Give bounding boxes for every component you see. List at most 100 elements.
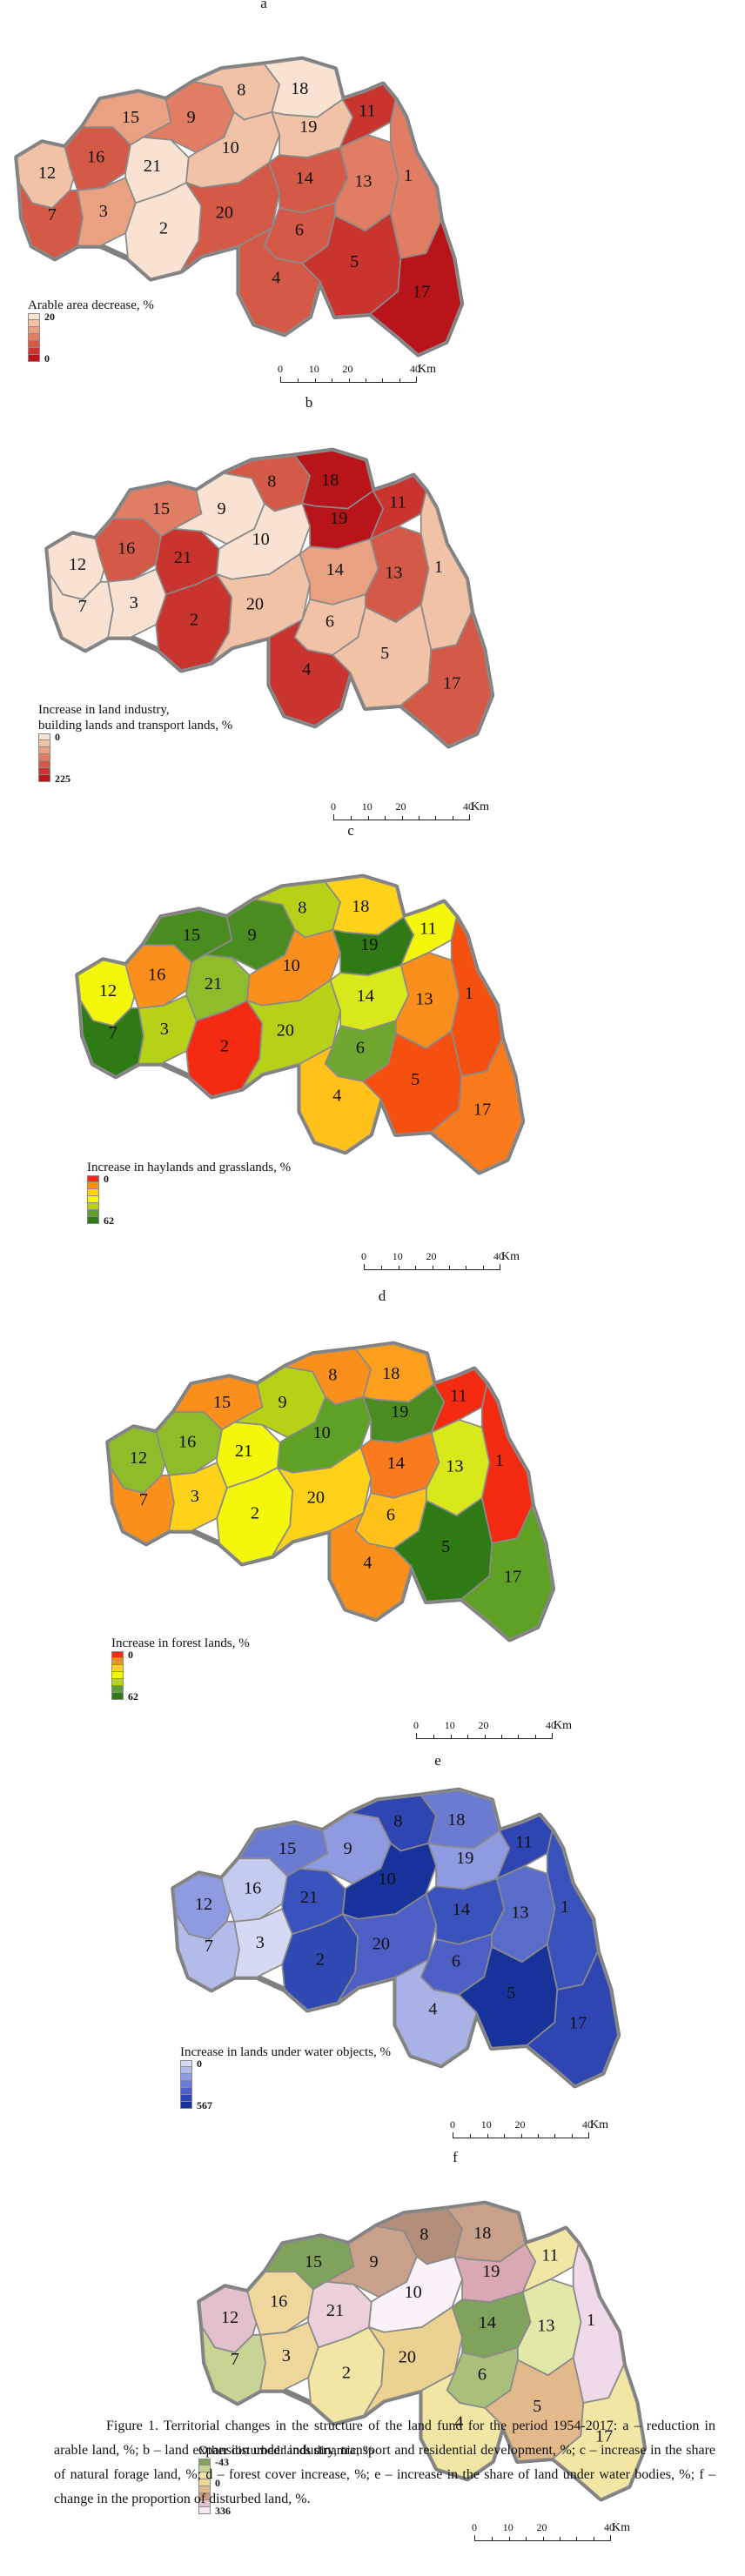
district-label-5: 5	[411, 1070, 419, 1089]
legend-swatch-row	[38, 761, 232, 768]
district-label-5: 5	[441, 1537, 450, 1556]
district-label-14: 14	[453, 1900, 470, 1919]
district-label-17: 17	[504, 1568, 521, 1587]
district-label-12: 12	[221, 2308, 238, 2327]
legend-swatch	[28, 355, 40, 362]
district-label-5: 5	[507, 1984, 515, 2003]
legend-panel-a: Arable area decrease, % 20 0	[28, 298, 154, 365]
district-label-8: 8	[328, 1366, 337, 1385]
district-label-21: 21	[174, 548, 191, 567]
legend-swatch-row: 0	[28, 352, 154, 365]
district-label-19: 19	[330, 509, 347, 528]
legend-swatch	[28, 327, 40, 334]
legend-swatch-row	[87, 1203, 291, 1210]
district-label-14: 14	[357, 987, 374, 1006]
district-label-20: 20	[307, 1489, 325, 1508]
district-label-16: 16	[244, 1878, 261, 1897]
district-label-19: 19	[360, 935, 378, 954]
district-label-4: 4	[428, 1999, 437, 2018]
district-label-21: 21	[326, 2301, 344, 2320]
legend-swatch-row: 0	[180, 2057, 391, 2070]
scale-tick-label: 20	[478, 1719, 489, 1731]
scale-tick-label: 0	[413, 1719, 419, 1731]
panel-letter-f: f	[453, 2149, 458, 2165]
district-12	[46, 532, 109, 600]
legend-swatch	[180, 2067, 192, 2074]
legend-swatch-row	[198, 2466, 373, 2472]
legend-swatch	[111, 1665, 124, 1672]
district-12	[16, 141, 78, 209]
legend-swatch-row	[28, 348, 154, 355]
legend-swatch-row	[198, 2493, 373, 2500]
district-17	[399, 611, 493, 747]
scale-bar-b: 0 10 20 40 Km	[331, 800, 489, 826]
district-label-7: 7	[231, 2350, 239, 2369]
legend-swatch-row	[28, 320, 154, 327]
scale-unit-label: Km	[612, 2521, 630, 2534]
legend-panel-d: Increase in forest lands, % 0 62	[111, 1636, 250, 1703]
district-label-11: 11	[359, 101, 376, 120]
legend-swatch-row	[38, 747, 232, 754]
legend-value-label: 62	[128, 1689, 138, 1703]
district-label-15: 15	[305, 2252, 322, 2272]
district-label-20: 20	[216, 204, 233, 223]
legend-swatch	[87, 1189, 99, 1196]
district-label-3: 3	[160, 1020, 169, 1039]
scale-tick-label: 40	[463, 800, 474, 813]
district-label-16: 16	[87, 147, 104, 166]
district-label-1: 1	[404, 166, 413, 185]
district-label-6: 6	[452, 1951, 460, 1970]
legend-title: Increase in lands under water objects, %	[180, 2045, 391, 2059]
legend-swatch	[111, 1651, 124, 1658]
district-label-6: 6	[326, 612, 334, 631]
district-label-3: 3	[191, 1487, 199, 1506]
district-label-15: 15	[279, 1839, 296, 1858]
legend-swatch-row	[180, 2067, 391, 2074]
district-19	[301, 490, 385, 550]
district-label-19: 19	[456, 1849, 473, 1868]
legend-value-label: 20	[44, 310, 55, 323]
district-21	[185, 953, 251, 1022]
legend-swatch-row	[87, 1182, 291, 1189]
district-label-6: 6	[386, 1505, 395, 1524]
district-label-9: 9	[218, 499, 226, 519]
scale-tick-label: 0	[472, 2521, 477, 2533]
district-label-18: 18	[352, 897, 369, 916]
legend-swatch-row: 0	[198, 2477, 373, 2489]
district-label-8: 8	[237, 81, 245, 100]
district-label-20: 20	[399, 2348, 416, 2367]
district-label-10: 10	[405, 2283, 422, 2302]
legend-swatch-row	[38, 768, 232, 775]
district-label-20: 20	[246, 595, 264, 614]
district-label-17: 17	[413, 283, 430, 302]
district-label-5: 5	[350, 252, 359, 271]
district-label-3: 3	[99, 202, 108, 221]
district-label-21: 21	[235, 1442, 252, 1461]
district-label-7: 7	[78, 597, 87, 616]
district-label-18: 18	[291, 79, 308, 98]
district-20	[272, 1446, 372, 1557]
legend-swatch-row	[28, 334, 154, 341]
legend-swatch-row: 0	[38, 731, 232, 743]
district-label-17: 17	[595, 2427, 613, 2446]
scale-tick-label: 40	[546, 1719, 557, 1731]
figure-caption: Figure 1. Territorial changes in the str…	[54, 2419, 715, 2506]
district-label-2: 2	[190, 610, 198, 629]
district-label-9: 9	[187, 108, 196, 127]
legend-swatch	[38, 733, 50, 740]
legend-swatch-row: 20	[28, 311, 154, 323]
district-20	[337, 1892, 437, 2004]
legend-swatch-row	[180, 2081, 391, 2088]
legend-title: Increase in land industry, building land…	[38, 703, 233, 733]
district-label-9: 9	[344, 1839, 352, 1858]
legend-swatch	[38, 740, 50, 747]
district-label-13: 13	[354, 171, 372, 191]
district-label-1: 1	[587, 2311, 595, 2330]
district-label-6: 6	[478, 2365, 487, 2384]
district-17	[526, 1950, 619, 2087]
district-label-10: 10	[283, 956, 300, 975]
district-19	[332, 916, 415, 976]
scale-unit-label: Km	[590, 2118, 608, 2131]
district-label-11: 11	[419, 919, 437, 938]
